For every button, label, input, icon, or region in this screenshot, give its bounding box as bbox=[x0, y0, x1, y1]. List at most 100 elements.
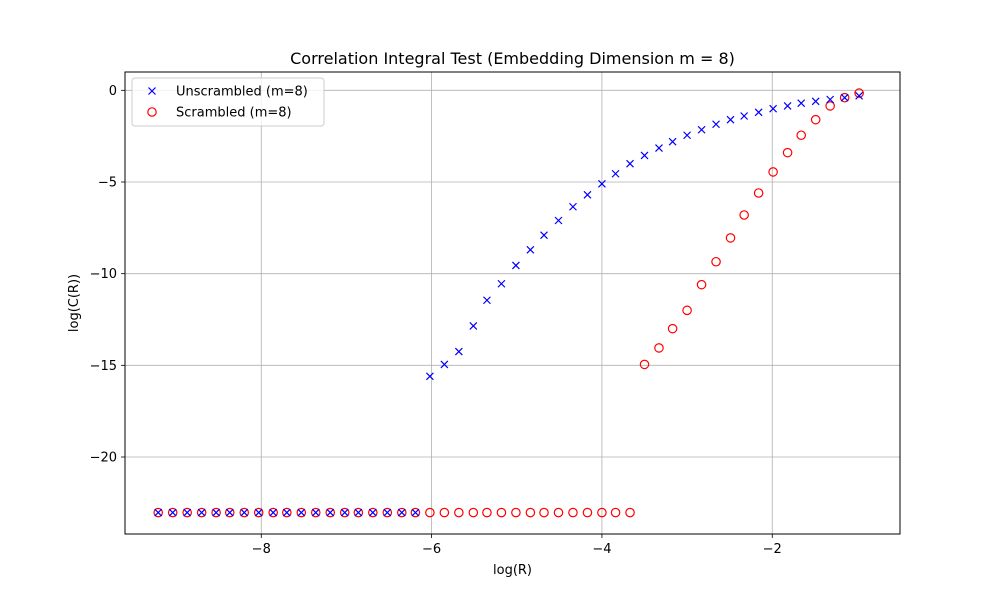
y-axis-label: log(C(R)) bbox=[67, 274, 82, 332]
unscrambled-point bbox=[354, 508, 363, 517]
unscrambled-point bbox=[368, 508, 377, 517]
scrambled-point bbox=[425, 507, 435, 518]
scrambled-point bbox=[325, 507, 336, 518]
legend: Unscrambled (m=8) Scrambled (m=8) bbox=[131, 77, 325, 127]
unscrambled-point bbox=[440, 360, 449, 369]
unscrambled-series bbox=[154, 91, 864, 517]
scrambled-point bbox=[353, 507, 364, 518]
unscrambled-point bbox=[626, 159, 634, 168]
scrambled-point bbox=[454, 507, 464, 518]
unscrambled-point bbox=[454, 347, 463, 356]
unscrambled-point bbox=[655, 144, 663, 153]
legend-label: Scrambled (m=8) bbox=[176, 106, 292, 121]
scrambled-point bbox=[496, 507, 507, 518]
unscrambled-point bbox=[712, 120, 720, 129]
unscrambled-point bbox=[569, 202, 577, 211]
scrambled-point bbox=[825, 101, 835, 111]
scrambled-point bbox=[525, 507, 536, 518]
scrambled-point bbox=[239, 507, 250, 518]
scrambled-point bbox=[282, 507, 292, 518]
unscrambled-point bbox=[183, 508, 192, 517]
unscrambled-point bbox=[497, 279, 506, 288]
scrambled-point bbox=[368, 507, 378, 518]
unscrambled-point bbox=[668, 137, 677, 146]
scrambled-point bbox=[782, 147, 793, 158]
axis-ticks: −8 −6 −4 −20−5−10−15−20 bbox=[90, 84, 782, 557]
unscrambled-point bbox=[469, 321, 478, 330]
plot-frame bbox=[124, 71, 901, 535]
unscrambled-point bbox=[540, 231, 548, 240]
unscrambled-point bbox=[425, 372, 434, 381]
scrambled-point bbox=[597, 507, 607, 518]
unscrambled-point bbox=[254, 508, 263, 517]
unscrambled-point bbox=[225, 508, 234, 517]
y-tick-label: 0 bbox=[109, 84, 117, 99]
x-tick-label: −2 bbox=[763, 542, 782, 557]
unscrambled-point bbox=[526, 245, 535, 254]
legend-label: Unscrambled (m=8) bbox=[176, 85, 308, 100]
legend-box bbox=[131, 77, 325, 127]
unscrambled-point bbox=[783, 101, 792, 110]
scrambled-series bbox=[153, 88, 864, 518]
scrambled-point bbox=[211, 507, 221, 518]
unscrambled-point bbox=[212, 508, 221, 517]
unscrambled-point bbox=[383, 508, 392, 517]
unscrambled-point bbox=[840, 93, 849, 102]
y-tick-label: −20 bbox=[90, 451, 117, 466]
unscrambled-point bbox=[340, 508, 349, 517]
unscrambled-point bbox=[683, 131, 692, 140]
scrambled-point bbox=[725, 233, 736, 243]
scrambled-point bbox=[553, 507, 564, 518]
chart-title: Correlation Integral Test (Embedding Dim… bbox=[290, 49, 735, 68]
scrambled-point bbox=[839, 92, 850, 103]
scrambled-point bbox=[196, 507, 207, 518]
unscrambled-point bbox=[754, 108, 763, 117]
unscrambled-point bbox=[826, 95, 835, 104]
scrambled-point bbox=[739, 210, 749, 220]
unscrambled-point bbox=[197, 508, 206, 517]
scrambled-point bbox=[810, 114, 821, 125]
unscrambled-point bbox=[297, 508, 306, 517]
scrambled-point bbox=[167, 507, 178, 518]
unscrambled-point bbox=[311, 508, 320, 517]
unscrambled-point bbox=[411, 508, 420, 517]
unscrambled-point bbox=[154, 508, 163, 517]
x-axis-label: log(R) bbox=[493, 563, 532, 578]
unscrambled-point bbox=[726, 115, 735, 124]
scrambled-point bbox=[568, 507, 578, 518]
unscrambled-point bbox=[483, 296, 491, 305]
scrambled-point bbox=[768, 167, 778, 177]
unscrambled-point bbox=[282, 508, 291, 517]
scrambled-point bbox=[382, 507, 393, 518]
grid-lines bbox=[125, 72, 900, 534]
scrambled-point bbox=[468, 507, 479, 518]
scrambled-point bbox=[310, 507, 321, 518]
scrambled-point bbox=[539, 507, 549, 518]
scrambled-point bbox=[796, 130, 807, 141]
scrambled-point bbox=[639, 359, 650, 370]
unscrambled-point bbox=[511, 261, 520, 270]
y-tick-label: −5 bbox=[98, 176, 117, 191]
unscrambled-point bbox=[697, 125, 706, 134]
unscrambled-point bbox=[740, 112, 749, 120]
unscrambled-point bbox=[611, 169, 620, 178]
y-tick-label: −10 bbox=[90, 267, 117, 282]
x-tick-label: −4 bbox=[592, 542, 611, 557]
unscrambled-point bbox=[583, 190, 592, 199]
scrambled-point bbox=[182, 507, 192, 518]
scrambled-point bbox=[339, 507, 350, 518]
scrambled-point bbox=[696, 279, 707, 290]
unscrambled-point bbox=[811, 97, 820, 106]
scrambled-point bbox=[625, 507, 635, 518]
unscrambled-point bbox=[240, 508, 249, 517]
x-tick-label: −8 bbox=[252, 542, 271, 557]
scrambled-point bbox=[482, 507, 492, 518]
unscrambled-point bbox=[597, 179, 606, 188]
unscrambled-point bbox=[269, 508, 278, 517]
unscrambled-point bbox=[769, 104, 778, 113]
unscrambled-point bbox=[397, 508, 406, 517]
scrambled-point bbox=[854, 88, 864, 98]
unscrambled-point bbox=[326, 508, 335, 517]
